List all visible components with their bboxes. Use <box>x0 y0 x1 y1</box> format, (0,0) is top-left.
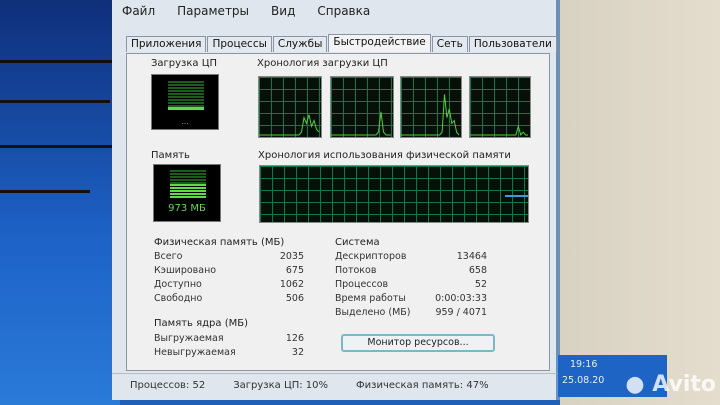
desktop-background <box>0 0 120 405</box>
cpu-history-graph-4 <box>469 76 531 138</box>
clock-date[interactable]: 25.08.20 <box>562 375 605 386</box>
system-row: Процессов 52 <box>335 279 487 290</box>
physical-row: Свободно 506 <box>154 293 304 304</box>
tab-services[interactable]: Службы <box>272 36 328 52</box>
cpu-usage-meter: ... <box>151 74 219 130</box>
status-processes: Процессов: 52 <box>130 380 206 391</box>
tab-network[interactable]: Сеть <box>431 36 468 52</box>
physical-row: Кэшировано 675 <box>154 265 304 276</box>
row-value: 959 / 4071 <box>435 307 487 318</box>
row-label: Кэшировано <box>154 265 217 276</box>
cpu-usage-label: Загрузка ЦП <box>151 58 218 69</box>
row-label: Дескрипторов <box>335 251 407 262</box>
row-value: 2035 <box>279 251 304 262</box>
kernel-row: Выгружаемая 126 <box>154 333 304 344</box>
physical-row: Доступно 1062 <box>154 279 304 290</box>
row-value: 1062 <box>279 279 304 290</box>
system-row: Потоков 658 <box>335 265 487 276</box>
row-value: 0:00:03:33 <box>435 293 487 304</box>
cpu-history-label: Хронология загрузки ЦП <box>257 58 388 69</box>
row-label: Невыгружаемая <box>154 347 236 358</box>
row-label: Свободно <box>154 293 203 304</box>
menu-bar: Файл Параметры Вид Справка <box>122 4 370 18</box>
cpu-history-line <box>401 94 460 136</box>
resource-monitor-button[interactable]: Монитор ресурсов... <box>341 334 495 352</box>
memory-meter: 973 МБ <box>153 164 221 222</box>
row-label: Время работы <box>335 293 406 304</box>
tab-bar: Приложения Процессы Службы Быстродействи… <box>126 34 558 52</box>
row-label: Выделено (МБ) <box>335 307 411 318</box>
tab-processes[interactable]: Процессы <box>207 36 272 52</box>
status-memory: Физическая память: 47% <box>356 380 489 391</box>
memory-value: 973 МБ <box>168 203 206 214</box>
status-cpu: Загрузка ЦП: 10% <box>233 380 329 391</box>
row-value: 32 <box>291 347 304 358</box>
cpu-history-graph-1 <box>258 76 322 138</box>
performance-panel: Загрузка ЦП ... Хронология загрузки ЦП П… <box>126 53 550 371</box>
menu-help[interactable]: Справка <box>317 4 371 18</box>
status-bar: Процессов: 52 Загрузка ЦП: 10% Физическа… <box>112 373 560 395</box>
cpu-history-line <box>331 111 391 136</box>
task-manager-window: Файл Параметры Вид Справка Приложения Пр… <box>112 0 560 400</box>
tab-performance[interactable]: Быстродействие <box>328 34 431 52</box>
row-value: 506 <box>285 293 304 304</box>
row-label: Процессов <box>335 279 389 290</box>
system-title: Система <box>335 237 380 248</box>
cpu-history-line <box>259 114 320 136</box>
cpu-history-graph-3 <box>400 76 462 138</box>
physical-memory-title: Физическая память (МБ) <box>154 237 285 248</box>
row-label: Доступно <box>154 279 202 290</box>
menu-view[interactable]: Вид <box>271 4 296 18</box>
system-row: Дескрипторов 13464 <box>335 251 487 262</box>
row-value: 52 <box>474 279 487 290</box>
avito-watermark: ● Avito <box>625 372 716 397</box>
memory-history-label: Хронология использования физической памя… <box>258 150 511 161</box>
row-value: 126 <box>285 333 304 344</box>
memory-label: Память <box>151 150 190 161</box>
system-row: Выделено (МБ) 959 / 4071 <box>335 307 487 318</box>
tab-applications[interactable]: Приложения <box>126 36 207 52</box>
kernel-row: Невыгружаемая 32 <box>154 347 304 358</box>
monitor-bezel <box>560 0 720 405</box>
kernel-memory-title: Память ядра (МБ) <box>154 318 248 329</box>
row-label: Всего <box>154 251 183 262</box>
row-value: 658 <box>468 265 487 276</box>
system-row: Время работы 0:00:03:33 <box>335 293 487 304</box>
physical-row: Всего 2035 <box>154 251 304 262</box>
row-value: 13464 <box>456 251 487 262</box>
avito-watermark-text: Avito <box>652 372 716 397</box>
menu-options[interactable]: Параметры <box>177 4 250 18</box>
cpu-history-line <box>470 124 528 137</box>
row-label: Выгружаемая <box>154 333 224 344</box>
cpu-history-graph-2 <box>330 76 394 138</box>
tab-users[interactable]: Пользователи <box>468 36 557 52</box>
taskbar-tray: 19:16 25.08.20 <box>557 355 667 397</box>
menu-file[interactable]: Файл <box>122 4 156 18</box>
clock-time[interactable]: 19:16 <box>570 359 598 370</box>
memory-history-graph <box>259 165 529 223</box>
row-value: 675 <box>285 265 304 276</box>
row-label: Потоков <box>335 265 377 276</box>
